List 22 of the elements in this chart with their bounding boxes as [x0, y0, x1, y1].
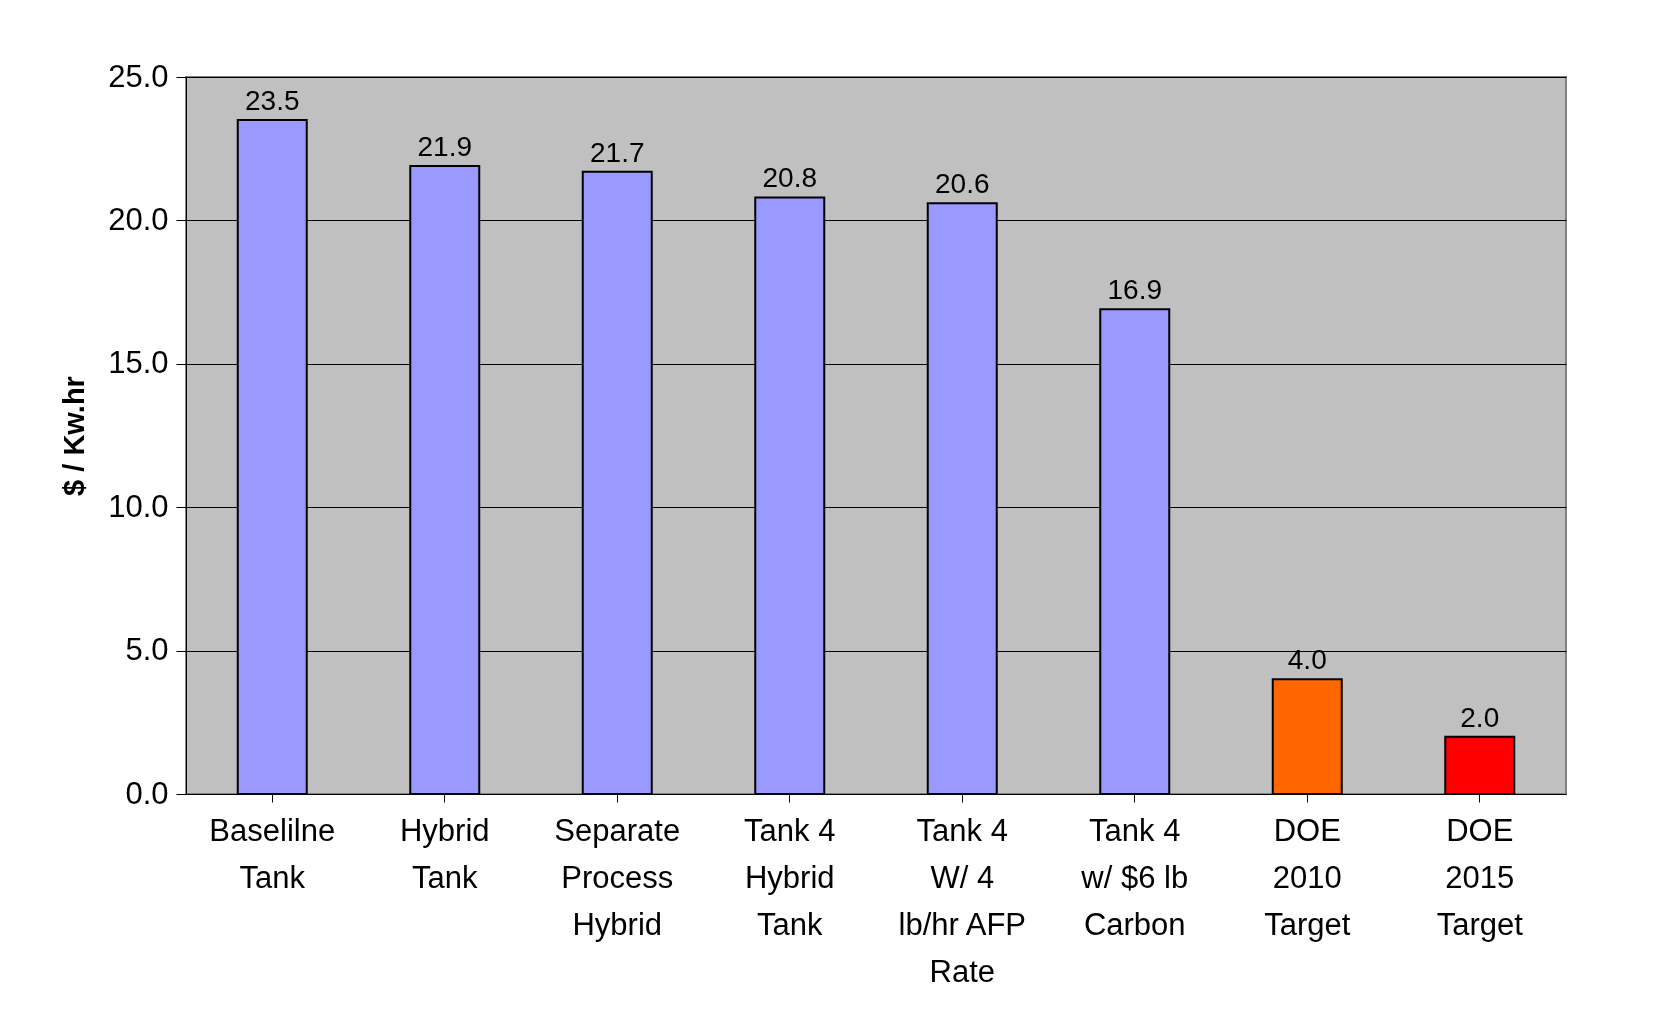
y-tick-label: 15.0: [108, 345, 169, 381]
x-tick-label: Hybrid Tank: [399, 812, 490, 895]
x-tick-label: DOE 2015 Target: [1436, 812, 1524, 942]
data-label: 20.8: [762, 162, 817, 194]
data-label: 21.9: [417, 130, 472, 162]
x-tick-label: Tank 4 W/ 4 lb/hr AFP Rate: [898, 812, 1026, 989]
y-tick-label: 20.0: [108, 201, 169, 237]
data-label: 21.7: [590, 136, 645, 168]
x-tick-label: Tank 4 Hybrid Tank: [744, 812, 836, 942]
x-tick-label: Baselilne Tank: [209, 812, 336, 895]
y-tick-label: 25.0: [108, 58, 169, 94]
x-tick-label: DOE 2010 Target: [1264, 812, 1351, 942]
y-tick-label: 5.0: [125, 632, 169, 668]
y-tick-label: 10.0: [108, 488, 169, 524]
data-label: 2.0: [1460, 701, 1500, 733]
x-tick-label: Separate Process Hybrid: [554, 812, 681, 942]
data-label: 16.9: [1107, 274, 1162, 306]
x-tick-label: Tank 4 w/ $6 lb Carbon: [1080, 812, 1189, 942]
data-label: 20.6: [935, 168, 990, 200]
y-tick-label: 0.0: [125, 775, 169, 811]
data-label: 23.5: [245, 85, 300, 117]
y-axis-title: $ / Kw.hr: [58, 376, 91, 496]
